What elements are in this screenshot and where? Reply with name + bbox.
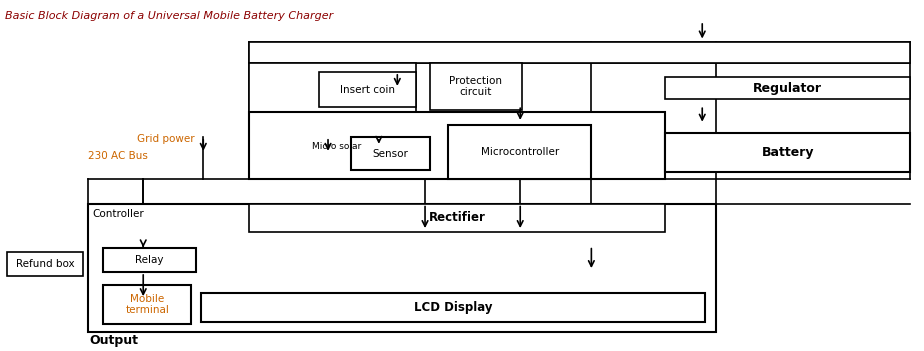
Text: Microcontroller: Microcontroller — [480, 147, 559, 157]
Text: Output: Output — [90, 334, 139, 347]
Text: Refund box: Refund box — [16, 259, 75, 269]
Text: Rectifier: Rectifier — [429, 211, 486, 224]
Text: Controller: Controller — [92, 209, 144, 219]
Text: Micro solar: Micro solar — [312, 142, 361, 151]
Bar — [201, 293, 705, 322]
Bar — [88, 204, 716, 332]
Text: Regulator: Regulator — [753, 81, 822, 95]
Bar — [103, 285, 191, 324]
Text: Basic Block Diagram of a Universal Mobile Battery Charger: Basic Block Diagram of a Universal Mobil… — [5, 11, 333, 20]
Text: LCD Display: LCD Display — [414, 301, 492, 314]
Text: Relay: Relay — [136, 255, 164, 265]
Text: Protection
circuit: Protection circuit — [449, 76, 503, 98]
Bar — [249, 204, 665, 232]
Bar — [249, 63, 416, 112]
Bar — [351, 137, 430, 170]
Bar — [430, 63, 522, 110]
Bar — [7, 252, 83, 276]
Bar — [665, 77, 910, 99]
Text: Insert coin: Insert coin — [340, 85, 395, 94]
Bar — [448, 125, 591, 179]
Bar — [319, 72, 416, 107]
Bar — [249, 42, 910, 63]
Text: Grid power: Grid power — [137, 134, 194, 144]
Bar — [249, 112, 665, 179]
Text: Mobile
terminal: Mobile terminal — [126, 293, 169, 315]
Text: 230 AC Bus: 230 AC Bus — [88, 151, 148, 161]
Text: Battery: Battery — [761, 146, 814, 159]
Bar — [665, 133, 910, 172]
Bar — [103, 248, 196, 272]
Text: Sensor: Sensor — [372, 148, 408, 159]
